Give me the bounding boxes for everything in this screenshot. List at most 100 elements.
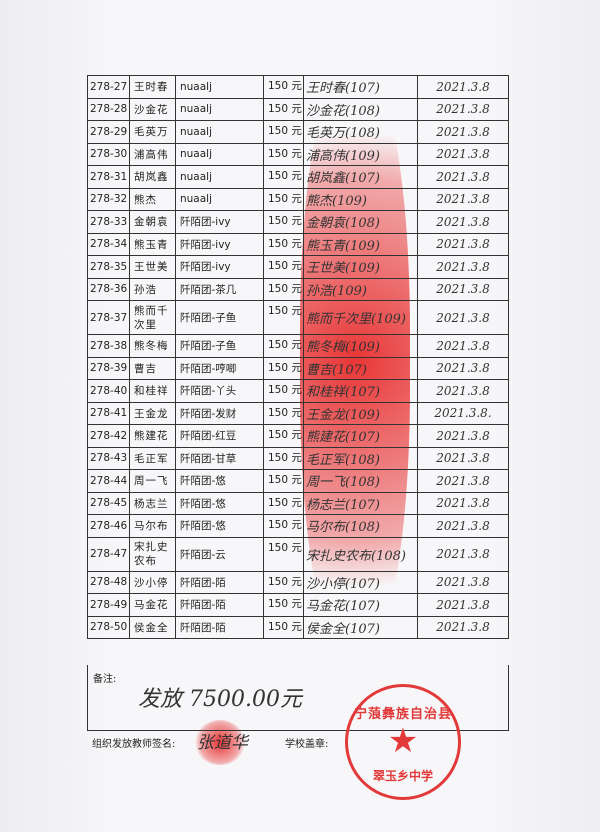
group-name: nuaalj [175,187,264,211]
star-icon: ★ [387,721,419,761]
recipient-signature: 马尔布(108) [303,514,418,538]
recipient-signature: 熊冬梅(109) [303,334,418,358]
fingerprint-smudge [195,720,245,765]
row-id: 278-49 [87,593,130,617]
row-id: 278-32 [87,187,130,211]
recipient-signature: 和桂祥(107) [303,379,418,403]
date: 2021.3.8 [417,120,509,144]
table-row: 278-41 王金龙 阡陌团-发财 150 元王金龙(109) 2021.3.8. [87,401,509,425]
row-id: 278-37 [87,300,130,335]
recipient-signature: 王世美(109) [303,255,418,279]
table-row: 278-31 胡岚鑫 nuaalj 150 元胡岚鑫(107) 2021.3.8 [87,165,509,189]
recipient-signature: 侯金全(107) [303,615,418,639]
recipient-name: 孙浩 [129,277,176,301]
group-name: 阡陌团-子鱼 [175,334,264,358]
date: 2021.3.8 [417,424,509,448]
teacher-signature: 张道华 [197,733,248,753]
recipient-name: 金朝袁 [129,210,176,234]
amount: 150 元 [263,615,304,639]
date: 2021.3.8 [417,469,509,493]
amount: 150 元 [263,300,304,335]
group-name: 阡陌团-子鱼 [175,300,264,335]
row-id: 278-47 [87,536,130,572]
amount: 150 元 [263,187,304,211]
table-row: 278-30 浦高伟 nuaalj 150 元浦高伟(109) 2021.3.8 [87,142,509,166]
recipient-signature: 马金花(107) [303,593,418,617]
amount: 150 元 [263,593,304,617]
amount: 150 元 [263,75,304,99]
date: 2021.3.8. [417,401,509,425]
amount: 150 元 [263,514,304,538]
recipient-name: 胡岚鑫 [129,165,176,189]
table-row: 278-28 沙金花 nuaalj 150 元沙金花(108) 2021.3.8 [87,97,509,121]
stamp-top-text: 宁蒗彝族自治县 [353,707,452,722]
group-name: 阡陌团-红豆 [175,424,264,448]
table-row: 278-39 曹吉 阡陌团-哼唧 150 元曹吉(107) 2021.3.8 [87,356,509,380]
recipient-signature: 宋扎史农布(108) [303,536,418,572]
row-id: 278-31 [87,165,130,189]
remark-label: 备注: [93,674,117,685]
recipient-signature: 毛正军(108) [303,446,418,470]
date: 2021.3.8 [417,593,509,617]
date: 2021.3.8 [417,615,509,639]
recipient-name: 王时春 [129,75,176,99]
table-row: 278-33 金朝袁 阡陌团-ivy 150 元金朝袁(108) 2021.3.8 [87,210,509,234]
row-id: 278-43 [87,446,130,470]
recipient-signature: 周一飞(108) [303,469,418,493]
recipient-signature: 熊建花(107) [303,424,418,448]
row-id: 278-50 [87,615,130,639]
amount: 150 元 [263,142,304,166]
group-name: 阡陌团-丫头 [175,379,264,403]
recipient-signature: 熊玉青(109) [303,232,418,256]
recipient-signature: 熊杰(109) [303,187,418,211]
row-id: 278-27 [87,75,130,99]
recipient-signature: 沙金花(108) [303,97,418,121]
recipient-name: 毛正军 [129,446,176,470]
recipient-name: 熊而千次里 [129,300,176,335]
amount: 150 元 [263,356,304,380]
group-name: 阡陌团-陌 [175,570,264,594]
recipient-signature: 毛英万(108) [303,120,418,144]
recipient-name: 王金龙 [129,401,176,425]
school-stamp-label: 学校盖章: [285,739,329,750]
group-name: nuaalj [175,142,264,166]
group-name: 阡陌团-悠 [175,514,264,538]
group-name: 阡陌团-陌 [175,593,264,617]
row-id: 278-45 [87,491,130,515]
date: 2021.3.8 [417,570,509,594]
recipient-signature: 浦高伟(109) [303,142,418,166]
table-row: 278-34 熊玉青 阡陌团-ivy 150 元熊玉青(109) 2021.3.8 [87,232,509,256]
amount: 150 元 [263,277,304,301]
group-name: 阡陌团-甘草 [175,446,264,470]
table-row: 278-42 熊建花 阡陌团-红豆 150 元熊建花(107) 2021.3.8 [87,424,509,448]
table-row: 278-46 马尔布 阡陌团-悠 150 元马尔布(108) 2021.3.8 [87,514,509,538]
group-name: 阡陌团-云 [175,536,264,572]
table-row: 278-48 沙小停 阡陌团-陌 150 元沙小停(107) 2021.3.8 [87,570,509,594]
date: 2021.3.8 [417,300,509,335]
amount: 150 元 [263,120,304,144]
table-row: 278-43 毛正军 阡陌团-甘草 150 元毛正军(108) 2021.3.8 [87,446,509,470]
amount: 150 元 [263,570,304,594]
recipient-name: 杨志兰 [129,491,176,515]
row-id: 278-46 [87,514,130,538]
row-id: 278-34 [87,232,130,256]
group-name: nuaalj [175,165,264,189]
date: 2021.3.8 [417,187,509,211]
amount: 150 元 [263,469,304,493]
recipient-name: 马尔布 [129,514,176,538]
group-name: 阡陌团-悠 [175,491,264,515]
recipient-name: 和桂祥 [129,379,176,403]
date: 2021.3.8 [417,277,509,301]
recipient-signature: 胡岚鑫(107) [303,165,418,189]
row-id: 278-30 [87,142,130,166]
amount: 150 元 [263,536,304,572]
recipient-name: 王世美 [129,255,176,279]
recipient-signature: 曹吉(107) [303,356,418,380]
row-id: 278-36 [87,277,130,301]
row-id: 278-33 [87,210,130,234]
recipient-name: 浦高伟 [129,142,176,166]
row-id: 278-40 [87,379,130,403]
row-id: 278-41 [87,401,130,425]
group-name: 阡陌团-陌 [175,615,264,639]
row-id: 278-39 [87,356,130,380]
